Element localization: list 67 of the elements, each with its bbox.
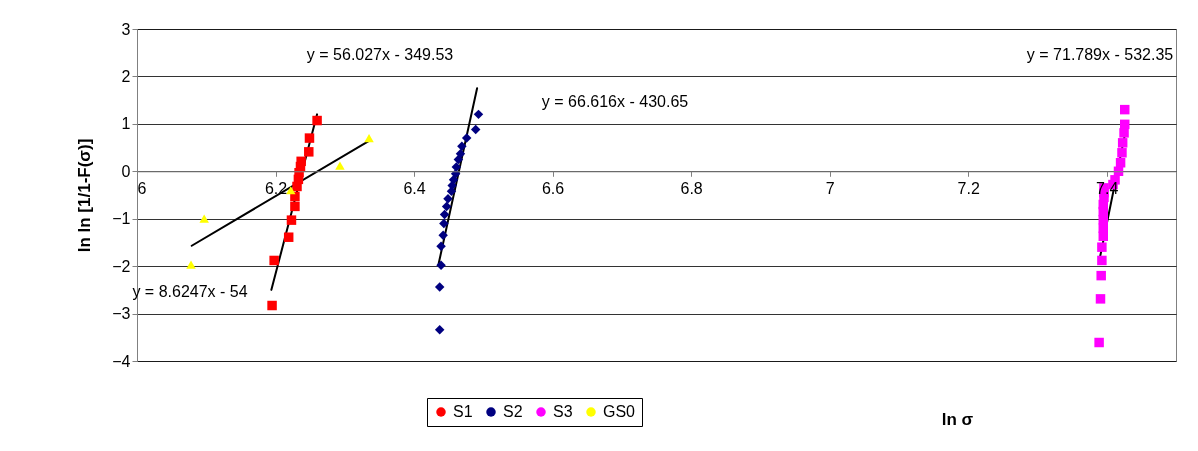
x-tick-label: 6.8 xyxy=(680,179,703,197)
point xyxy=(1120,104,1130,115)
point xyxy=(286,186,296,195)
legend-label: S3 xyxy=(553,403,573,420)
point xyxy=(455,148,466,159)
point xyxy=(1120,119,1130,130)
point xyxy=(436,241,446,251)
x-tick-label: 6.6 xyxy=(541,179,565,197)
annotation: y = 56.027x - 349.53 xyxy=(306,46,454,63)
point xyxy=(1094,337,1104,348)
point xyxy=(283,232,294,242)
annotation: y = 66.616x - 430.65 xyxy=(541,93,689,110)
point xyxy=(451,162,462,172)
point xyxy=(1119,128,1129,138)
point xyxy=(364,133,374,143)
point xyxy=(267,300,277,311)
y-tick-label: 1 xyxy=(121,115,131,133)
point xyxy=(441,201,452,212)
x-tick-label: 7.2 xyxy=(957,179,980,197)
point xyxy=(304,133,315,143)
point xyxy=(439,209,450,220)
x-tick-label: 7 xyxy=(825,179,835,197)
point xyxy=(1098,223,1109,233)
point xyxy=(186,260,196,269)
point xyxy=(470,124,481,135)
point xyxy=(448,175,459,185)
point xyxy=(439,218,449,229)
point xyxy=(286,215,297,225)
point xyxy=(434,324,445,335)
legend-label: S1 xyxy=(453,403,473,420)
legend-label: GS0 xyxy=(603,403,636,420)
legend-label: S2 xyxy=(503,403,523,420)
point xyxy=(457,141,467,151)
point xyxy=(199,214,209,223)
x-tick-label: 6.4 xyxy=(403,179,426,197)
y-tick-label: −3 xyxy=(112,305,131,323)
x-tick-label: 6 xyxy=(137,179,147,197)
point xyxy=(436,260,446,270)
point xyxy=(438,230,448,241)
x-tick-label: 6.2 xyxy=(264,179,288,197)
point xyxy=(1117,148,1127,158)
x-axis-title: ln σ xyxy=(941,409,974,429)
point xyxy=(290,201,300,212)
y-tick-label: 2 xyxy=(121,67,131,85)
point xyxy=(335,161,345,170)
point xyxy=(434,282,445,292)
point xyxy=(312,115,322,126)
annotation: y = 71.789x - 532.35 xyxy=(1026,46,1174,63)
point xyxy=(1115,158,1126,168)
y-tick-label: −4 xyxy=(112,352,131,370)
y-tick-label: 3 xyxy=(121,20,131,38)
y-axis-title: ln ln [1/1-F(σ)] xyxy=(75,138,95,253)
point xyxy=(1097,255,1107,266)
y-tick-label: −2 xyxy=(112,257,131,275)
point xyxy=(461,133,472,143)
point xyxy=(296,156,306,167)
y-tick-label: 0 xyxy=(121,162,131,180)
point xyxy=(473,109,484,120)
point xyxy=(1095,294,1106,304)
point xyxy=(269,255,279,266)
point xyxy=(290,191,300,202)
point xyxy=(1117,138,1128,148)
point xyxy=(1096,270,1106,281)
point xyxy=(304,147,314,157)
annotation: y = 8.6247x - 54 xyxy=(132,283,248,300)
y-tick-label: −1 xyxy=(112,210,131,228)
point xyxy=(1097,242,1107,252)
